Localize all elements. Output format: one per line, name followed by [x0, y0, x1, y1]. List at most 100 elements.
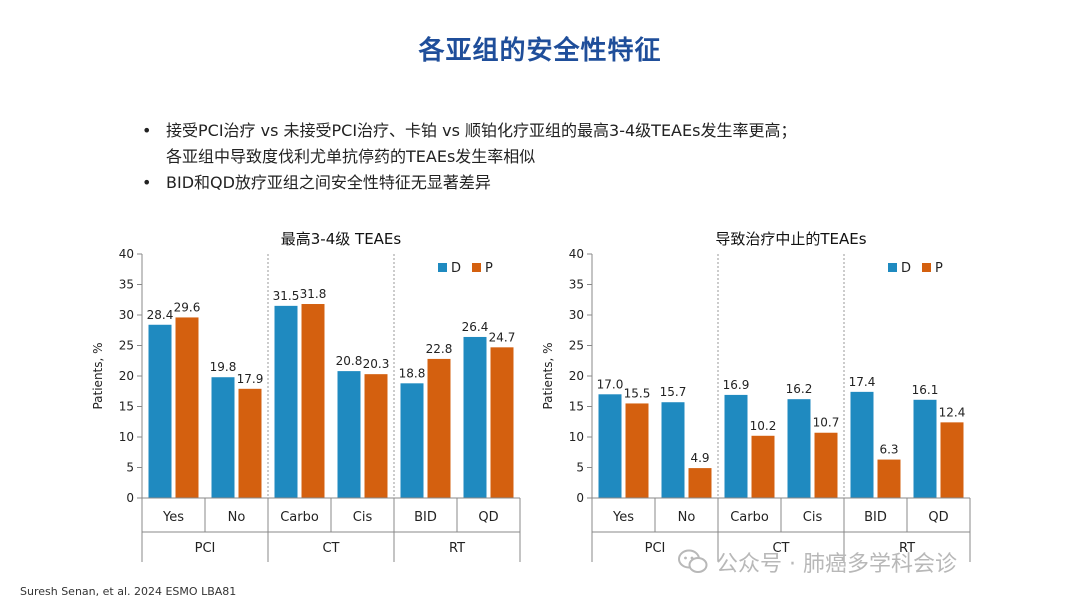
legend-label: P	[485, 261, 493, 276]
bar-p-cis	[814, 432, 838, 498]
data-label: 10.2	[750, 419, 777, 433]
group-label: CT	[772, 541, 789, 556]
data-label: 17.0	[597, 377, 624, 391]
bar-p-yes	[175, 317, 199, 498]
bar-p-carbo	[301, 304, 325, 498]
bar-p-yes	[625, 403, 649, 498]
y-tick-label: 5	[126, 461, 134, 475]
bar-p-bid	[877, 459, 901, 498]
data-label: 28.4	[147, 308, 174, 322]
y-tick-label: 40	[569, 247, 584, 261]
x-tick-label: QD	[478, 510, 498, 525]
bullet-1-line-1: 接受PCI治疗 vs 未接受PCI治疗、卡铂 vs 顺铂化疗亚组的最高3-4级T…	[166, 121, 797, 140]
data-label: 6.3	[879, 443, 898, 457]
chart-title: 最高3-4级 TEAEs	[281, 230, 402, 248]
bar-d-carbo	[724, 394, 748, 498]
group-label: PCI	[645, 541, 666, 556]
data-label: 20.8	[336, 354, 363, 368]
bullet-dot: •	[142, 173, 152, 192]
data-label: 15.5	[624, 386, 651, 400]
bar-d-carbo	[274, 305, 298, 498]
bullet-item-2: • BID和QD放疗亚组之间安全性特征无显著差异	[140, 170, 1020, 196]
y-tick-label: 10	[569, 430, 584, 444]
legend-label: D	[451, 261, 461, 276]
y-tick-label: 35	[119, 278, 134, 292]
citation-footer: Suresh Senan, et al. 2024 ESMO LBA81	[20, 585, 237, 598]
x-tick-label: BID	[414, 510, 437, 525]
bullet-dot: •	[142, 121, 152, 140]
bar-d-cis	[787, 399, 811, 498]
x-tick-label: Carbo	[280, 510, 319, 525]
data-label: 12.4	[939, 405, 966, 419]
x-tick-label: BID	[864, 510, 887, 525]
watermark-text: 公众号 · 肺癌多学科会诊	[716, 552, 957, 577]
y-tick-label: 0	[126, 491, 134, 505]
data-label: 19.8	[210, 360, 237, 374]
legend-swatch-p	[472, 263, 481, 272]
y-tick-label: 20	[569, 369, 584, 383]
bar-d-bid	[850, 391, 874, 498]
data-label: 31.8	[300, 287, 327, 301]
y-tick-label: 5	[576, 461, 584, 475]
y-tick-label: 35	[569, 278, 584, 292]
bar-p-no	[238, 388, 262, 498]
bar-p-bid	[427, 358, 451, 498]
bar-p-carbo	[751, 435, 775, 498]
data-label: 15.7	[660, 385, 687, 399]
y-tick-label: 25	[119, 339, 134, 353]
data-label: 29.6	[174, 300, 201, 314]
bar-d-bid	[400, 383, 424, 498]
x-tick-label: No	[228, 510, 246, 525]
group-label: RT	[899, 541, 915, 556]
x-tick-label: Yes	[612, 510, 634, 525]
y-tick-label: 30	[119, 308, 134, 322]
data-label: 31.5	[273, 289, 300, 303]
data-label: 24.7	[489, 330, 516, 344]
bullet-1-line-2: 各亚组中导致度伐利尤单抗停药的TEAEs发生率相似	[166, 147, 536, 166]
y-tick-label: 15	[119, 400, 134, 414]
data-label: 18.8	[399, 366, 426, 380]
chart-teaes-leading-to-discontinuation: 导致治疗中止的TEAEs 0 5 10 15 20 25 30 35 40 Patients, % 1…	[541, 230, 971, 562]
slide-title: 各亚组的安全性特征	[418, 36, 662, 66]
x-tick-label: Cis	[803, 510, 823, 525]
data-label: 20.3	[363, 357, 390, 371]
bar-p-cis	[364, 374, 388, 498]
chart-title: 导致治疗中止的TEAEs	[715, 230, 866, 248]
legend-swatch-d	[438, 263, 447, 272]
chart-max-grade-3-4-teaes: 最高3-4级 TEAEs 0 5 10 15 20 25 30 35 40 Patients, % 2…	[91, 230, 521, 562]
bar-d-no	[211, 377, 235, 498]
y-tick-label: 0	[576, 491, 584, 505]
data-label: 17.4	[849, 375, 876, 389]
x-tick-label: QD	[928, 510, 948, 525]
x-tick-label: No	[678, 510, 696, 525]
bar-d-qd	[913, 399, 937, 498]
legend-swatch-p	[922, 263, 931, 272]
y-tick-label: 40	[119, 247, 134, 261]
group-label: CT	[322, 541, 339, 556]
y-tick-label: 25	[569, 339, 584, 353]
watermark: 公众号 · 肺癌多学科会诊	[678, 546, 957, 578]
data-label: 10.7	[813, 416, 840, 430]
bullet-2-line-1: BID和QD放疗亚组之间安全性特征无显著差异	[166, 173, 491, 192]
data-label: 4.9	[690, 451, 709, 465]
y-tick-label: 30	[569, 308, 584, 322]
bullet-list: • 接受PCI治疗 vs 未接受PCI治疗、卡铂 vs 顺铂化疗亚组的最高3-4…	[140, 118, 1020, 196]
bar-d-qd	[463, 336, 487, 498]
bar-p-qd	[940, 422, 964, 498]
group-label: RT	[449, 541, 465, 556]
bar-d-cis	[337, 371, 361, 498]
bar-d-yes	[598, 394, 622, 498]
bullet-item-1: • 接受PCI治疗 vs 未接受PCI治疗、卡铂 vs 顺铂化疗亚组的最高3-4…	[140, 118, 1020, 170]
group-label: PCI	[195, 541, 216, 556]
bar-d-yes	[148, 324, 172, 498]
data-label: 22.8	[426, 342, 453, 356]
y-axis-label: Patients, %	[541, 342, 555, 409]
data-label: 16.9	[723, 378, 750, 392]
legend-label: D	[901, 261, 911, 276]
x-tick-label: Carbo	[730, 510, 769, 525]
x-tick-label: Cis	[353, 510, 373, 525]
bar-d-no	[661, 402, 685, 498]
data-label: 16.1	[912, 383, 939, 397]
data-label: 16.2	[786, 382, 813, 396]
y-tick-label: 10	[119, 430, 134, 444]
